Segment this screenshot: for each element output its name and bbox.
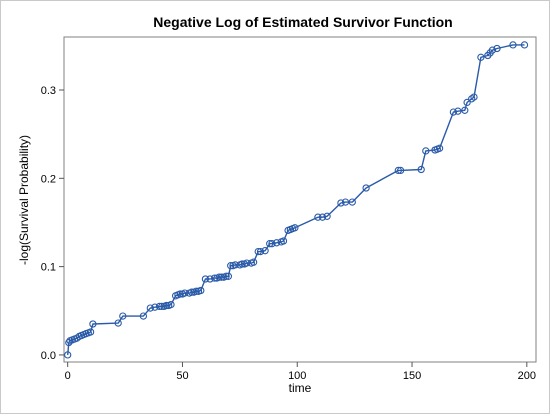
x-tick-label: 200 [518, 370, 536, 382]
data-point [119, 312, 127, 320]
data-point [323, 212, 331, 220]
data-point [417, 165, 425, 174]
data-point [146, 304, 154, 312]
data-point [279, 237, 288, 245]
data-point [461, 106, 469, 114]
data-point [449, 108, 458, 116]
data-point [197, 286, 205, 295]
data-point [192, 287, 200, 295]
x-tick-label: 50 [176, 370, 188, 382]
data-point [231, 261, 239, 269]
series-line [67, 44, 525, 355]
data-series [64, 41, 529, 359]
data-point [158, 302, 166, 311]
data-point [291, 224, 299, 232]
y-tick-label: 0.1 [41, 262, 56, 274]
data-point [176, 290, 184, 298]
data-point [227, 262, 235, 270]
data-point [454, 107, 462, 115]
data-point [254, 247, 262, 256]
data-point [341, 198, 350, 206]
data-point [64, 351, 72, 359]
data-point [201, 275, 210, 283]
data-point [261, 247, 269, 255]
data-point [139, 312, 148, 320]
y-axis-ticks: 0.0 0.1 0.2 0.3 [41, 85, 64, 362]
data-point [396, 166, 405, 175]
data-point [493, 44, 501, 53]
x-axis-label: time [289, 381, 312, 395]
data-point [151, 303, 159, 311]
data-point [206, 275, 214, 283]
data-point [181, 289, 189, 297]
y-tick-label: 0.3 [41, 85, 56, 97]
data-point [249, 258, 258, 266]
data-point [509, 41, 517, 49]
data-point [477, 53, 485, 61]
data-point [155, 302, 164, 311]
x-tick-label: 150 [403, 370, 421, 382]
data-point [217, 273, 226, 281]
data-point [488, 46, 497, 54]
data-point [337, 199, 345, 207]
data-point [348, 198, 356, 206]
data-point [422, 147, 430, 155]
data-point [362, 184, 370, 192]
data-point [520, 41, 529, 49]
data-point [463, 98, 471, 107]
y-axis-label: -log(Survival Probability) [17, 135, 31, 265]
data-point [114, 319, 122, 327]
data-point [86, 328, 95, 336]
data-point [268, 240, 276, 248]
data-point [222, 272, 230, 280]
data-point [470, 93, 478, 101]
y-tick-label: 0.0 [41, 350, 56, 362]
data-point [162, 301, 171, 310]
data-point [318, 213, 327, 221]
data-point [243, 259, 251, 267]
data-point [256, 247, 265, 256]
data-point [215, 273, 223, 281]
data-point [314, 213, 322, 221]
data-point [187, 288, 196, 296]
data-point [167, 300, 175, 309]
data-point [435, 144, 444, 152]
data-point [394, 166, 402, 175]
x-tick-label: 100 [288, 370, 306, 382]
y-tick-label: 0.2 [41, 173, 56, 185]
chart-title: Negative Log of Estimated Survivor Funct… [153, 14, 452, 30]
data-point [89, 320, 97, 328]
plot-area [63, 36, 537, 363]
x-tick-label: 0 [65, 370, 71, 382]
data-point [238, 260, 246, 268]
data-point [266, 240, 274, 248]
x-axis-ticks: 0 50 100 150 200 [65, 362, 536, 382]
data-point [272, 239, 281, 247]
data-point [210, 274, 219, 282]
data-point [224, 272, 233, 280]
